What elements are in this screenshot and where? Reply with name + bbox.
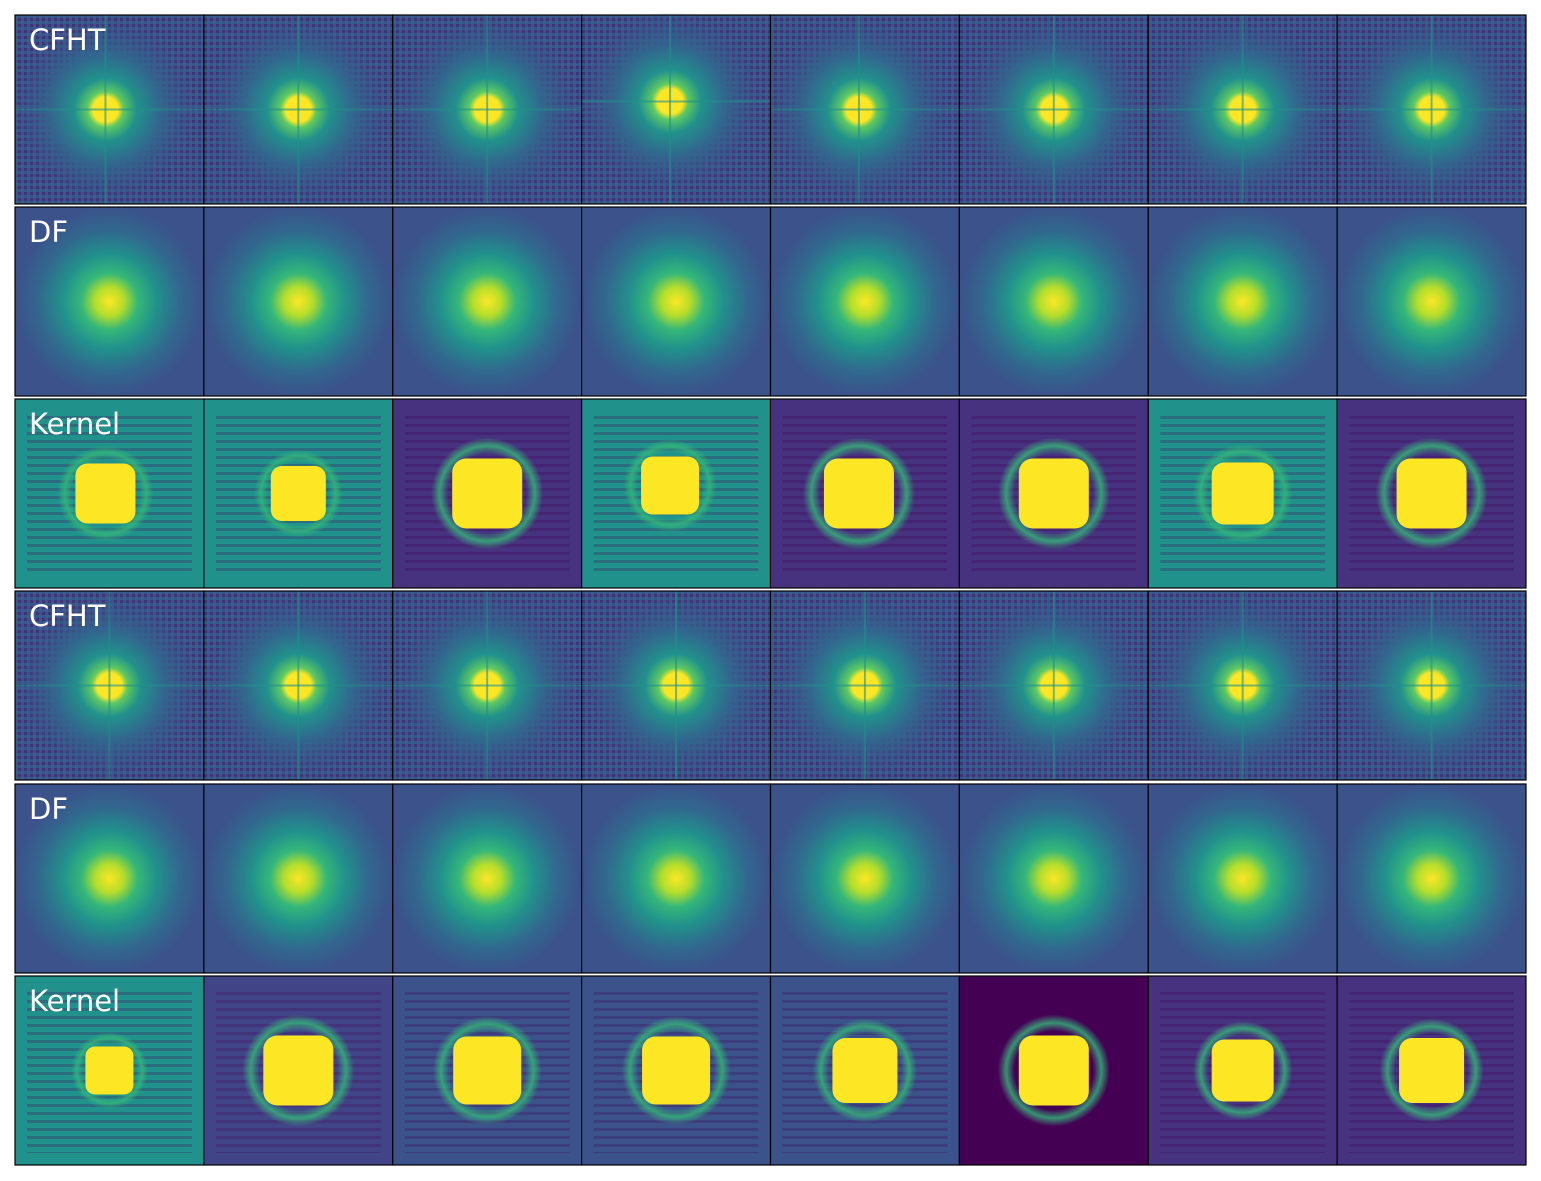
kernel-core: [1211, 462, 1274, 525]
cutout-panel: [203, 975, 394, 1166]
kernel-core: [1399, 1038, 1465, 1103]
cutout-panel: [203, 206, 394, 397]
panel-glow: [581, 784, 771, 973]
panel-frame: [1336, 783, 1527, 974]
cutout-panel: [14, 590, 205, 781]
kernel-core: [85, 1046, 134, 1095]
panel-glow: [15, 784, 204, 973]
row-label: DF: [29, 215, 68, 249]
cutout-panel: [769, 590, 960, 781]
panel-glow: [392, 207, 582, 396]
cutout-panel: [392, 783, 583, 974]
cutout-panel: [203, 398, 394, 589]
cutout-panel: [768, 14, 960, 205]
panel-glow: [1148, 784, 1338, 973]
cutout-panel: [581, 590, 772, 781]
row-label: DF: [29, 792, 68, 826]
kernel-core: [270, 466, 326, 521]
panel-glow: [770, 784, 960, 973]
panel-glow: [581, 207, 771, 396]
cutout-panel: [1336, 783, 1527, 974]
cutout-panel: [769, 975, 960, 1166]
panel-frame: [1336, 590, 1527, 781]
kernel-core: [452, 458, 523, 529]
panel-frame: [1336, 975, 1527, 1166]
cutout-panel: [1147, 206, 1338, 397]
cutout-panel: [958, 206, 1149, 397]
panel-frame: [1336, 398, 1527, 589]
panel-frame: [1336, 206, 1527, 397]
panel-grid: [14, 11, 1527, 1166]
kernel-core: [453, 1036, 522, 1105]
cutout-panel: [1147, 14, 1338, 205]
cutout-panel: [1147, 590, 1338, 781]
panel-glow: [203, 207, 393, 396]
cutout-panel: [581, 206, 772, 397]
row-label: CFHT: [29, 23, 106, 57]
row-label: Kernel: [29, 984, 120, 1018]
cutout-panel: [1336, 398, 1527, 589]
cutout-panel: [581, 398, 772, 589]
cutout-panel: [14, 206, 205, 397]
cutout-panel: [203, 14, 394, 205]
cutout-panel: [958, 975, 1149, 1166]
cutout-panel: [1336, 975, 1527, 1166]
cutout-panel: [392, 398, 583, 589]
kernel-core: [1211, 1039, 1274, 1102]
row-labels: CFHT DF Kernel CFHT DF Kernel: [29, 23, 120, 1018]
cutout-panel: [1147, 783, 1338, 974]
cutout-panel: [1147, 975, 1338, 1166]
panel-glow: [770, 207, 960, 396]
panel-glow: [1148, 207, 1338, 396]
cutout-panel: [769, 398, 960, 589]
cutout-panel: [769, 206, 960, 397]
cutout-panel: [203, 783, 394, 974]
cutout-panel: [581, 975, 772, 1166]
cutout-panel: [958, 14, 1149, 205]
cutout-panel: [14, 398, 205, 589]
cutout-panel: [392, 975, 583, 1166]
panel-glow: [392, 784, 582, 973]
row-label: Kernel: [29, 407, 120, 441]
kernel-core: [642, 1036, 711, 1105]
kernel-core: [263, 1035, 334, 1106]
kernel-core: [1396, 458, 1467, 529]
cutout-panel: [1336, 206, 1527, 397]
panel-glow: [959, 784, 1149, 973]
kernel-core: [641, 456, 700, 515]
kernel-core: [75, 463, 136, 524]
cutout-panel: [580, 11, 772, 205]
panel-glow: [15, 207, 204, 396]
cutout-panel: [392, 590, 583, 781]
cutout-panel: [392, 14, 583, 205]
cutout-panel: [14, 975, 205, 1166]
cutout-panel: [1147, 398, 1338, 589]
panel-glow: [1337, 207, 1526, 396]
cutout-panel: [14, 783, 205, 974]
kernel-core: [832, 1038, 898, 1103]
panel-glow: [959, 207, 1149, 396]
panel-frame: [1336, 14, 1527, 205]
cutout-panel: [1336, 590, 1527, 781]
cutout-panel: [203, 590, 394, 781]
panel-glow: [1337, 784, 1526, 973]
cutout-panel: [769, 783, 960, 974]
cutout-panel: [958, 783, 1149, 974]
kernel-core: [823, 458, 894, 529]
kernel-core: [1018, 458, 1089, 529]
cutout-panel: [958, 590, 1149, 781]
cutout-panel: [1336, 14, 1527, 205]
cutout-panel: [14, 14, 205, 205]
panel-glow: [203, 784, 393, 973]
kernel-core: [1018, 1035, 1089, 1106]
cutout-panel: [392, 206, 583, 397]
cutout-panel: [958, 398, 1149, 589]
row-label: CFHT: [29, 599, 106, 633]
cutout-panel: [581, 783, 772, 974]
